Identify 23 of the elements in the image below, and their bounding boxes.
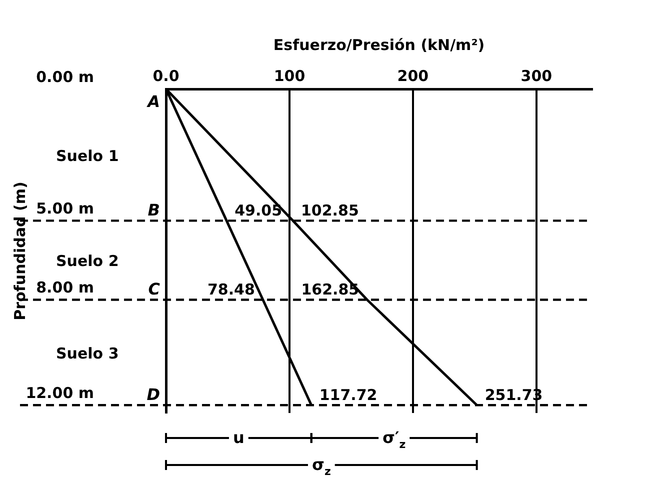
- x-tick-label: 0.0: [152, 66, 180, 85]
- y-axis-title: Profundidad (m): [10, 182, 29, 320]
- annotation: B: [148, 200, 160, 220]
- text: u: [232, 428, 244, 447]
- text: Suelo 2: [56, 252, 119, 270]
- annotation: 162.85: [301, 280, 360, 299]
- annotation: D: [146, 385, 160, 404]
- annotation: 78.48: [207, 280, 255, 299]
- annotation: 49.05: [234, 202, 282, 220]
- annotation: 102.85: [300, 202, 359, 220]
- y-tick-label: 0.00 m: [36, 68, 94, 86]
- annotation: 117.72: [319, 386, 378, 404]
- y-tick-label: 5.00 m: [36, 200, 94, 218]
- x-tick-label: 100: [274, 66, 306, 85]
- x-tick-label: 200: [397, 66, 429, 85]
- annotation: A: [146, 92, 160, 111]
- x-axis-title: Esfuerzo/Presión (kN/m²): [273, 36, 485, 54]
- x-tick-label: 300: [520, 66, 552, 85]
- y-tick-label: 8.00 m: [36, 278, 94, 297]
- annotation: C: [148, 280, 160, 299]
- y-tick-label: 12.00 m: [26, 384, 94, 402]
- text: Suelo 3: [56, 344, 119, 362]
- text: Suelo 1: [56, 146, 119, 165]
